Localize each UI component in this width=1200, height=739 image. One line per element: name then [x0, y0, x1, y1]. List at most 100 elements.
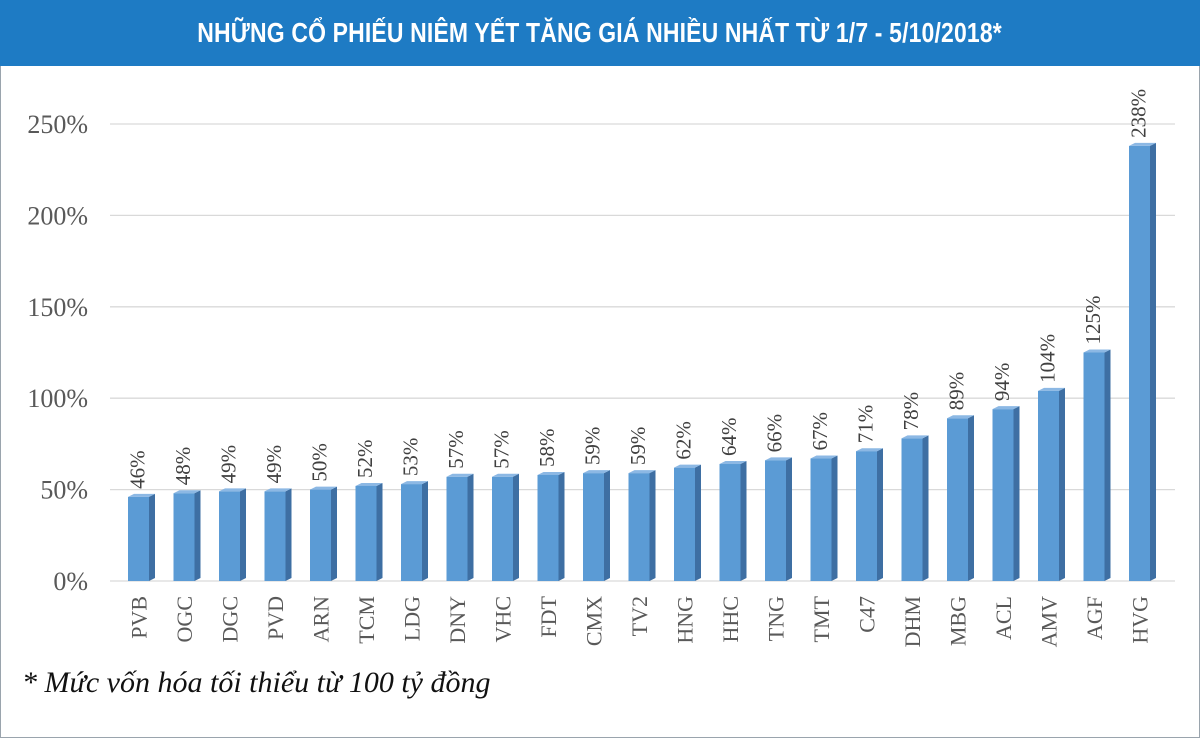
- bar-top: [310, 486, 337, 490]
- data-label: 67%: [808, 412, 832, 451]
- bar-top: [628, 470, 656, 474]
- bar-top: [719, 461, 747, 465]
- bar-side: [422, 481, 428, 581]
- bar-ogc: [173, 490, 201, 581]
- bar: [219, 491, 240, 581]
- bar-side: [740, 461, 747, 581]
- bar-hhc: [719, 461, 747, 581]
- bar: [537, 474, 559, 581]
- data-label: 52%: [353, 439, 377, 478]
- bar-side: [1150, 142, 1156, 581]
- bar-side: [831, 455, 838, 581]
- x-tick-label: TCM: [354, 596, 379, 644]
- bar: [446, 476, 468, 581]
- y-tick-label: 50%: [40, 476, 88, 505]
- bar-side: [649, 470, 656, 581]
- bar-fdt: [537, 471, 565, 581]
- data-label: 66%: [763, 414, 787, 453]
- x-tick-label: PVD: [263, 596, 288, 640]
- x-tick-label: VHC: [491, 596, 516, 642]
- bar: [401, 484, 422, 581]
- bar-tcm: [355, 482, 383, 581]
- bar: [810, 458, 832, 581]
- x-tick-label: HHC: [718, 596, 743, 642]
- bar-side: [1013, 406, 1020, 581]
- x-tick-label: CMX: [582, 596, 607, 646]
- data-label: 49%: [217, 445, 241, 484]
- bar-top: [947, 415, 974, 419]
- bar-top: [537, 471, 565, 475]
- bar-side: [786, 457, 792, 581]
- data-label: 59%: [581, 427, 605, 466]
- bar: [1129, 145, 1150, 581]
- bar-side: [695, 464, 701, 581]
- x-tick-label: TMT: [809, 595, 834, 642]
- chart-header: NHỮNG CỔ PHIẾU NIÊM YẾT TĂNG GIÁ NHIỀU N…: [0, 0, 1200, 66]
- bar-top: [401, 481, 428, 485]
- bar-side: [331, 486, 337, 581]
- bar-hng: [674, 464, 701, 581]
- bar: [992, 409, 1014, 581]
- bar-side: [1059, 387, 1065, 581]
- data-label: 46%: [126, 450, 150, 489]
- bar: [1083, 352, 1105, 581]
- y-tick-label: 0%: [53, 567, 88, 596]
- bar-top: [765, 457, 792, 461]
- bar-acl: [992, 406, 1020, 581]
- x-tick-label: PVB: [127, 596, 152, 639]
- x-tick-label: DHM: [900, 596, 925, 647]
- y-tick-label: 100%: [27, 384, 88, 413]
- x-tick-label: LDG: [400, 596, 425, 641]
- bar: [264, 491, 286, 581]
- bar: [947, 418, 968, 581]
- data-label: 64%: [717, 418, 741, 457]
- chart-title: NHỮNG CỔ PHIẾU NIÊM YẾT TĂNG GIÁ NHIỀU N…: [197, 17, 1003, 48]
- bar-c47: [856, 448, 883, 581]
- bar-side: [968, 415, 974, 581]
- bar: [128, 496, 149, 581]
- bar: [310, 489, 331, 581]
- bar-side: [922, 435, 929, 581]
- bar: [674, 467, 695, 581]
- data-label: 50%: [308, 443, 332, 482]
- data-label: 53%: [399, 438, 423, 477]
- x-tick-label: ARN: [309, 596, 334, 643]
- bar-pvb: [128, 493, 155, 581]
- x-tick-label: HVG: [1128, 596, 1153, 644]
- bar-side: [513, 473, 519, 581]
- bar-top: [264, 488, 292, 492]
- bar-side: [240, 488, 246, 581]
- data-label: 125%: [1081, 296, 1105, 345]
- x-tick-label: AMV: [1037, 596, 1062, 647]
- data-label: 57%: [490, 430, 514, 469]
- bar: [492, 476, 513, 581]
- bar-tng: [765, 457, 792, 581]
- bar-dny: [446, 473, 474, 581]
- data-label: 71%: [854, 405, 878, 444]
- data-label: 59%: [626, 427, 650, 466]
- data-label: 94%: [990, 363, 1014, 402]
- bar-tv2: [628, 470, 656, 581]
- bar-side: [558, 471, 565, 581]
- data-label: 78%: [899, 392, 923, 431]
- bar-pvd: [264, 488, 292, 581]
- data-label: 57%: [444, 430, 468, 469]
- bar-top: [810, 455, 838, 459]
- data-label: 49%: [262, 445, 286, 484]
- bar: [628, 473, 650, 581]
- bar-side: [877, 448, 883, 581]
- bar-top: [128, 493, 155, 497]
- bar-top: [583, 470, 610, 474]
- bar-top: [1083, 349, 1111, 353]
- x-tick-label: TV2: [627, 596, 652, 636]
- x-tick-label: AGF: [1082, 596, 1107, 640]
- bar-top: [1038, 387, 1065, 391]
- data-label: 238%: [1127, 89, 1151, 138]
- bar-dgc: [219, 488, 246, 581]
- bar-side: [376, 482, 383, 581]
- x-tick-label: TNG: [764, 596, 789, 641]
- bar-vhc: [492, 473, 519, 581]
- x-tick-label: C47: [855, 596, 880, 633]
- bar-side: [604, 470, 610, 581]
